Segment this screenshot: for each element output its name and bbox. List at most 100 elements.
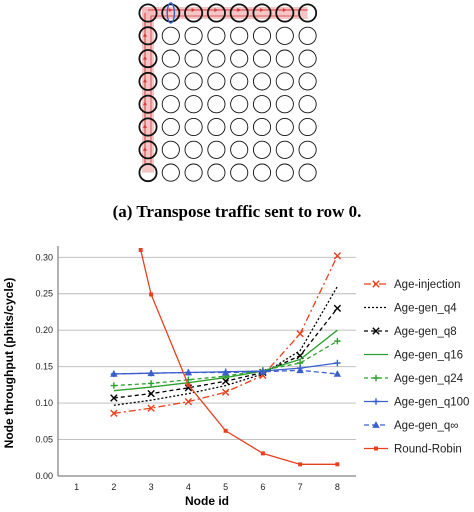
grid-node: [252, 95, 272, 114]
grid-node: [138, 3, 158, 23]
grid-node: [161, 117, 180, 137]
grid-node: [207, 49, 226, 68]
legend-label-round-robin: Round-Robin: [394, 444, 462, 456]
flow-arrow-icon: [260, 8, 264, 12]
x-tick-label: 5: [223, 482, 228, 492]
flow-arrow-icon: [143, 32, 147, 37]
series-line-age-gen-q8: [113, 307, 338, 399]
data-point-age-gen-q100: [334, 359, 341, 367]
legend-label-age-gen-q24: Age-gen_q24: [394, 373, 464, 385]
data-point-age-gen-q: [110, 370, 118, 377]
flow-arrow-icon: [143, 78, 147, 83]
grid-node: [207, 26, 226, 45]
grid-node: [184, 3, 204, 23]
data-point-age-gen-q24: [110, 382, 118, 389]
data-point-round-robin: [335, 462, 340, 467]
y-tick-label: 0.15: [35, 362, 53, 372]
grid-node: [161, 95, 180, 114]
grid-node: [230, 163, 249, 182]
data-point-age-gen-q8: [147, 389, 155, 398]
grid-node: [184, 26, 203, 45]
data-point-round-robin: [149, 292, 154, 297]
grid-node: [161, 163, 180, 182]
data-point-age-injection: [221, 388, 230, 396]
x-tick-label: 8: [335, 482, 340, 492]
grid-node: [184, 95, 203, 114]
y-tick-label: 0.25: [35, 289, 53, 299]
y-axis-title: Node throughput (phits/cycle): [2, 278, 16, 449]
grid-node: [207, 117, 226, 137]
flow-arrow-icon: [282, 8, 287, 12]
grid-node: [230, 95, 249, 114]
figure-a-caption: (a) Transpose traffic sent to row 0.: [112, 202, 362, 221]
data-point-age-gen-q8: [184, 384, 193, 392]
flow-arrow-icon: [143, 101, 147, 106]
grid-node: [298, 117, 317, 137]
grid-node: [275, 163, 294, 182]
data-point-round-robin: [138, 248, 143, 252]
grid-node: [298, 95, 317, 114]
grid-node: [161, 140, 180, 159]
grid-node: [252, 72, 272, 91]
data-point-age-gen-q: [184, 368, 193, 376]
data-point-age-gen-q: [333, 370, 342, 377]
legend-label-age-gen-q4: Age-gen_q4: [394, 303, 457, 315]
legend-label-age-gen-q8: Age-gen_q8: [394, 326, 457, 338]
grid-node: [184, 117, 203, 137]
data-point-age-gen-q24: [334, 337, 341, 345]
series-line-round-robin: [140, 249, 338, 465]
highlight-ellipse: [166, 2, 176, 24]
grid-node: [184, 49, 203, 68]
grid-node: [230, 26, 249, 45]
grid-node: [275, 117, 294, 137]
legend-label-age-injection: Age-injection: [394, 279, 460, 291]
legend-marker-age-gen-q24: [372, 374, 380, 382]
y-tick-label: 0.05: [35, 435, 53, 445]
grid-node: [161, 72, 180, 91]
x-tick-label: 1: [74, 482, 79, 492]
grid-node: [252, 163, 272, 182]
x-axis-title: Node id: [185, 494, 229, 508]
transpose-traffic-diagram: [138, 2, 318, 183]
grid-node: [138, 49, 158, 69]
grid-node: [207, 95, 226, 114]
legend-marker-age-injection: [372, 280, 380, 288]
grid-node: [207, 140, 226, 159]
y-tick-label: 0.30: [35, 252, 53, 262]
grid-node: [275, 49, 294, 68]
grid-node: [298, 49, 317, 68]
data-point-age-gen-q24: [147, 380, 155, 387]
grid-node: [298, 140, 317, 159]
grid-node: [275, 140, 294, 159]
x-tick-label: 4: [186, 482, 191, 492]
data-point-age-injection: [110, 409, 118, 417]
grid-node: [275, 72, 294, 91]
grid-node: [161, 49, 180, 68]
x-tick-label: 7: [298, 482, 303, 492]
data-point-age-gen-q8: [333, 304, 342, 313]
legend-label-age-gen-q100: Age-gen_q100: [394, 397, 469, 409]
grid-node: [252, 117, 272, 137]
data-point-round-robin: [223, 428, 228, 433]
grid-node: [298, 72, 317, 91]
grid-node: [298, 163, 317, 182]
grid-node: [252, 49, 272, 68]
data-point-age-gen-q: [221, 368, 230, 376]
legend-label-age-gen-q16: Age-gen_q16: [394, 350, 463, 362]
grid-node: [206, 3, 226, 23]
grid-node: [298, 3, 318, 23]
x-tick-label: 6: [260, 482, 265, 492]
data-point-age-gen-q8: [221, 377, 230, 385]
grid-node: [275, 3, 295, 23]
grid-node: [161, 3, 181, 23]
data-point-age-gen-q8: [110, 394, 118, 402]
data-point-round-robin: [260, 451, 265, 456]
data-point-round-robin: [298, 462, 303, 467]
throughput-line-chart: 0.00 0.05 0.10 0.15 0.20 0.25 0.30 1 2 3 4 5 6 7 8 Node…: [2, 246, 469, 508]
grid-node: [252, 3, 272, 23]
grid-node: [161, 26, 180, 45]
data-point-age-gen-q: [147, 369, 155, 377]
data-point-round-robin: [186, 382, 191, 387]
grid-node: [230, 72, 249, 91]
grid-node: [229, 3, 249, 23]
